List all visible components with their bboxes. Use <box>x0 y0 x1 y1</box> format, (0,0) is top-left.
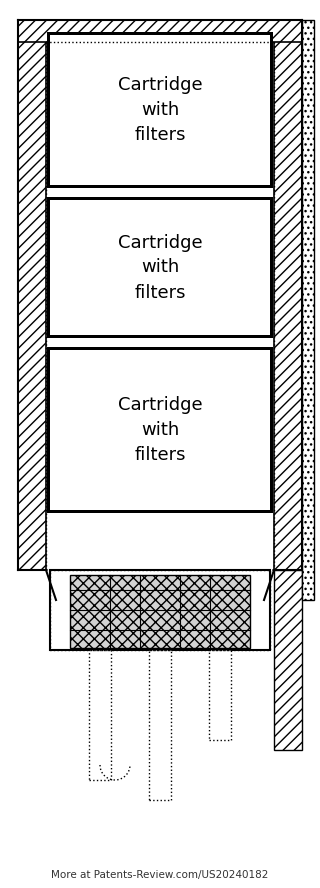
Text: More at Patents-Review.com/US20240182: More at Patents-Review.com/US20240182 <box>51 870 269 880</box>
Bar <box>274 570 302 750</box>
Bar <box>89 650 111 780</box>
Bar <box>209 650 231 740</box>
Text: Cartridge
with
filters: Cartridge with filters <box>118 76 202 144</box>
Bar <box>18 20 302 42</box>
Bar <box>302 20 314 600</box>
Bar <box>70 575 250 648</box>
Bar <box>47 197 273 338</box>
Bar <box>50 350 270 510</box>
Text: Cartridge
with
filters: Cartridge with filters <box>118 396 202 464</box>
Text: Cartridge
with
filters: Cartridge with filters <box>118 234 202 302</box>
Bar <box>149 650 171 800</box>
Bar <box>274 20 302 570</box>
Bar <box>18 20 46 570</box>
Bar <box>50 570 270 650</box>
Bar <box>47 32 273 188</box>
Bar <box>50 200 270 335</box>
Bar <box>50 35 270 185</box>
Bar <box>47 347 273 513</box>
